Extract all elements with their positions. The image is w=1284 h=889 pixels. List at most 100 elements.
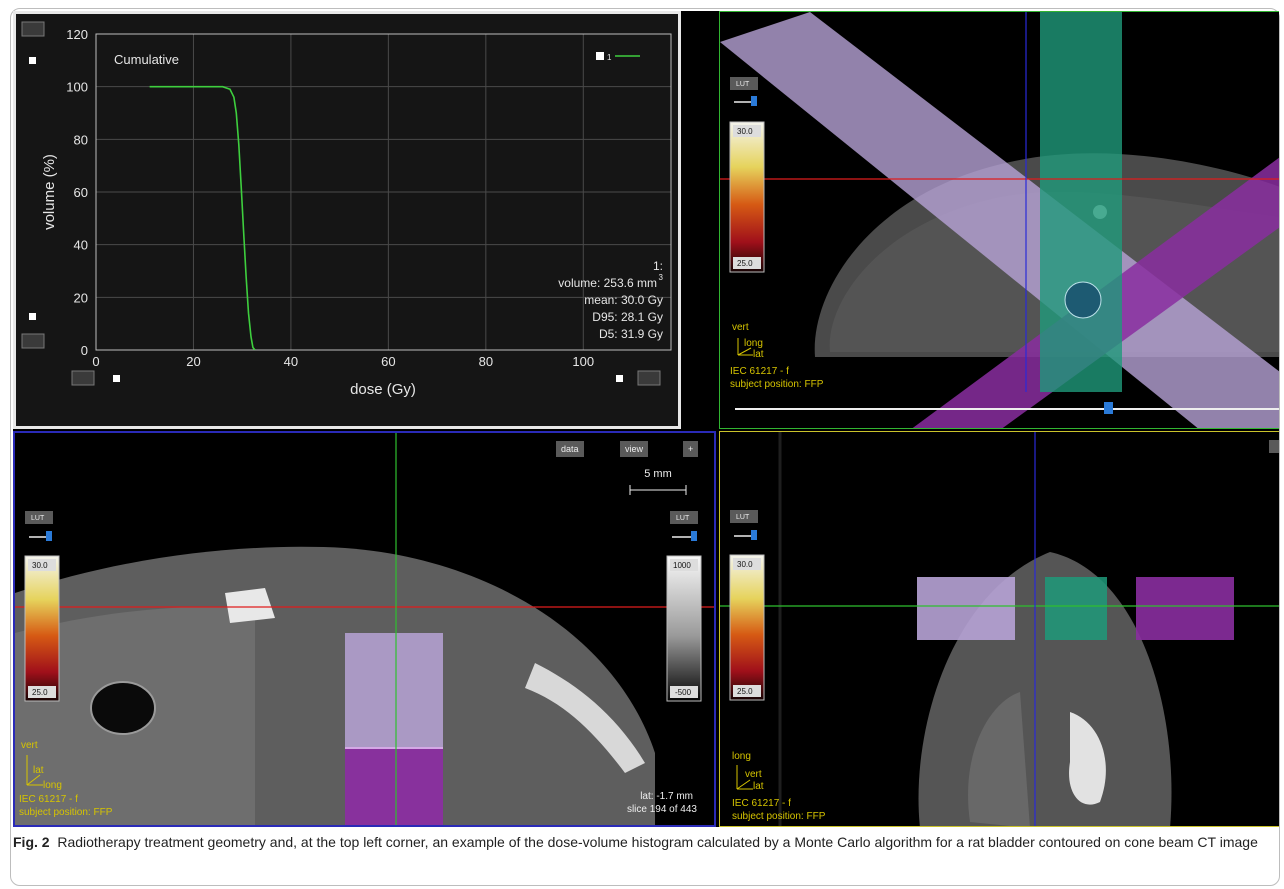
axial-lut-max-box[interactable]: [733, 125, 761, 137]
axial-axis-up: vert: [732, 322, 749, 333]
dvh-panel: 0 20 40 60 80 100 0 20 40 60 80 100 120 Cumulative 1…: [13, 11, 681, 429]
sagittal-lut-button[interactable]: [25, 511, 53, 524]
sagittal-scale-bar: [629, 485, 687, 495]
sagittal-lut-slider-thumb[interactable]: [46, 531, 52, 541]
coronal-beam-green: [1045, 577, 1107, 640]
sagittal-ct-lut-button[interactable]: [670, 511, 698, 524]
coronal-lut-slider-thumb[interactable]: [751, 530, 757, 540]
coronal-view-panel[interactable]: LUT 30.0 25.0 long vert lat IEC 61217 - …: [719, 431, 1279, 827]
dvh-x-axis-label: dose (Gy): [350, 381, 416, 398]
axial-target-contour: [1064, 281, 1102, 319]
dvh-series-layer: [149, 85, 256, 350]
dvh-stats-volume-sup: 3: [659, 273, 664, 282]
sagittal-ct-bone: [225, 588, 275, 623]
dvh-stats: 1: volume: 253.6 mm 3 mean: 30.0 Gy D95:…: [558, 259, 663, 341]
dvh-x-tick-label: 100: [572, 354, 594, 369]
dvh-y-axis-label: volume (%): [41, 154, 58, 230]
coronal-view-canvas[interactable]: LUT 30.0 25.0 long vert lat IEC 61217 - …: [720, 432, 1279, 827]
axial-beam-green: [1040, 12, 1122, 392]
dvh-plot-border: [95, 33, 672, 351]
dvh-xmax-checkbox[interactable]: [616, 375, 623, 382]
sagittal-slice-readout: slice 194 of 443: [627, 804, 697, 815]
sagittal-axis-diag: lat: [33, 765, 44, 776]
sagittal-ct-lut-max: 1000: [673, 561, 691, 570]
sagittal-ct-lut-min-box[interactable]: [670, 686, 698, 698]
sagittal-beam-magenta: [345, 748, 443, 825]
sagittal-lut-max-box[interactable]: [28, 559, 56, 571]
axial-axis-right: lat: [753, 349, 764, 360]
coronal-standard: IEC 61217 - f: [732, 798, 791, 809]
coronal-beam-magenta: [1136, 577, 1234, 640]
dvh-ymax-checkbox[interactable]: [29, 57, 36, 64]
sagittal-lut-max: 30.0: [32, 561, 48, 570]
axial-lut-max: 30.0: [737, 127, 753, 136]
coronal-axis-diag: vert: [745, 769, 762, 780]
sagittal-scale-label: 5 mm: [644, 468, 672, 480]
axial-standard: IEC 61217 - f: [730, 366, 789, 377]
coronal-lut-min-box[interactable]: [733, 685, 761, 697]
axial-slice-slider-thumb[interactable]: [1104, 402, 1113, 414]
sagittal-axis-up: vert: [21, 740, 38, 751]
sagittal-view-button[interactable]: view: [620, 441, 649, 457]
dvh-y-tick-label: 100: [66, 80, 88, 95]
axial-axis-diag: long: [744, 338, 763, 349]
sagittal-beam-lilac: [345, 633, 443, 748]
dvh-x-tick-label: 20: [186, 354, 200, 369]
axial-view-panel[interactable]: LUT 30.0 25.0 vert long lat IEC 61217 - …: [719, 11, 1279, 429]
dvh-y-tick-label: 120: [66, 27, 88, 42]
sagittal-view-panel[interactable]: LUT 30.0 25.0 LUT 1000 -500 5 mm vert la: [13, 431, 716, 827]
sagittal-orientation-icon: [26, 755, 43, 786]
dvh-ylim-min-box[interactable]: [21, 333, 45, 349]
sagittal-lut-label: LUT: [31, 515, 45, 522]
sagittal-lut-colorbar: [24, 555, 60, 702]
dvh-xlim-min-box[interactable]: [71, 370, 95, 386]
coronal-axis-right: lat: [753, 781, 764, 792]
coronal-menu-button[interactable]: [1269, 440, 1279, 453]
dvh-x-tick-label: 40: [284, 354, 298, 369]
sagittal-ct-lut-slider-thumb[interactable]: [691, 531, 697, 541]
figure-label: Fig. 2: [13, 834, 50, 850]
axial-lut-colorbar: [729, 121, 765, 273]
dvh-chart: 0 20 40 60 80 100 0 20 40 60 80 100 120 Cumulative 1…: [21, 21, 672, 398]
axial-lut-min-box[interactable]: [733, 257, 761, 269]
sagittal-data-button[interactable]: data: [556, 441, 584, 457]
axial-lut-slider-thumb[interactable]: [751, 96, 757, 106]
sagittal-coord-readout: lat: -1.7 mm: [640, 791, 693, 802]
coronal-lut-max-box[interactable]: [733, 558, 761, 570]
axial-lut-label: LUT: [736, 81, 750, 88]
coronal-lut-max: 30.0: [737, 560, 753, 569]
dvh-series-line-1: [149, 85, 256, 350]
sagittal-axis-right: long: [43, 780, 62, 791]
dvh-stats-volume: volume: 253.6 mm: [558, 276, 657, 290]
dvh-stats-d95: D95: 28.1 Gy: [592, 310, 663, 324]
coronal-ct-tissue: [968, 692, 1030, 826]
axial-lut-min: 25.0: [737, 259, 753, 268]
dvh-y-tick-label: 60: [74, 185, 88, 200]
sagittal-subject-position: subject position: FFP: [19, 807, 113, 818]
coronal-lut-label: LUT: [736, 514, 750, 521]
dvh-ylim-max-box[interactable]: [21, 21, 45, 37]
dvh-xmin-checkbox[interactable]: [113, 375, 120, 382]
dvh-xlim-max-box[interactable]: [637, 370, 661, 386]
dvh-ymin-checkbox[interactable]: [29, 313, 36, 320]
coronal-orientation-icon: [736, 765, 753, 790]
sagittal-lut-min-box[interactable]: [28, 686, 56, 698]
sagittal-ct-lut-min: -500: [675, 688, 692, 697]
axial-lut-button[interactable]: [730, 77, 758, 90]
sagittal-plus-button[interactable]: +: [683, 441, 699, 457]
figure-composite: 0 20 40 60 80 100 0 20 40 60 80 100 120 Cumulative 1…: [13, 11, 1279, 827]
coronal-lut-button[interactable]: [730, 510, 758, 523]
dvh-legend-checkbox[interactable]: [596, 52, 604, 60]
coronal-lut-colorbar: [729, 554, 765, 701]
dvh-y-tick-label: 80: [74, 132, 88, 147]
axial-orientation-icon: [737, 338, 753, 356]
sagittal-lut-min: 25.0: [32, 688, 48, 697]
sagittal-view-canvas[interactable]: LUT 30.0 25.0 LUT 1000 -500 5 mm vert la: [15, 433, 714, 825]
axial-view-canvas[interactable]: LUT 30.0 25.0 vert long lat IEC 61217 - …: [720, 12, 1279, 429]
sagittal-ct-bone-edge: [525, 663, 645, 773]
sagittal-ct-lut-max-box[interactable]: [670, 559, 698, 571]
sagittal-ct-lut-colorbar: [666, 555, 702, 702]
dvh-y-tick-label: 40: [74, 238, 88, 253]
dvh-tick-labels: 0 20 40 60 80 100 0 20 40 60 80 100 120: [66, 27, 594, 369]
figure-caption: Fig. 2 Radiotherapy treatment geometry a…: [13, 832, 1263, 853]
